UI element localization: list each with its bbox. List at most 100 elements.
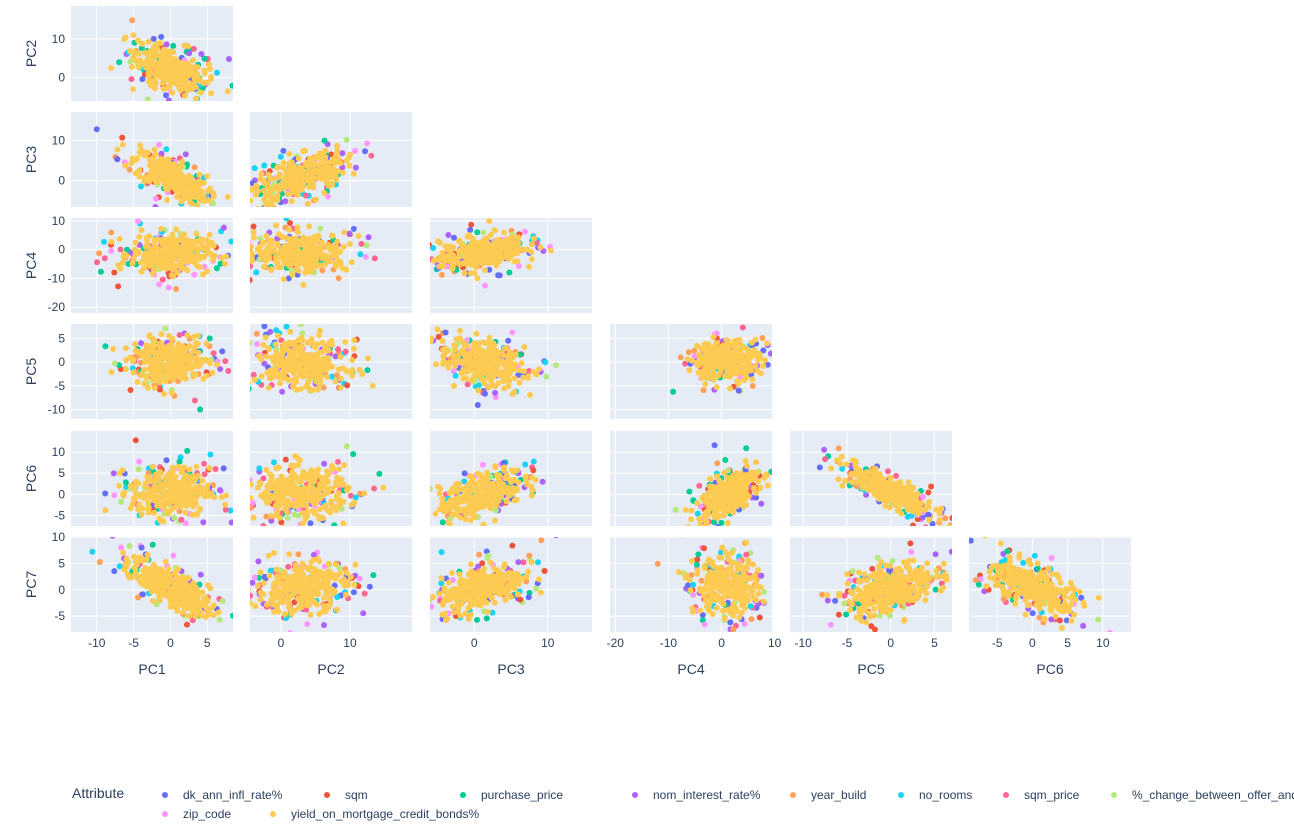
data-point (132, 437, 139, 444)
data-point (209, 369, 216, 376)
data-point (717, 369, 724, 376)
data-point (198, 51, 205, 57)
data-point (500, 465, 507, 472)
data-point (186, 50, 193, 57)
data-point (206, 231, 213, 238)
data-point (530, 368, 537, 375)
data-point (130, 32, 137, 39)
data-point (228, 238, 233, 245)
data-point (102, 490, 109, 497)
data-point (156, 59, 163, 65)
data-point (336, 466, 342, 473)
y-tick-label: 0 (58, 71, 65, 85)
data-point (174, 193, 180, 200)
data-point (526, 263, 533, 270)
data-point (269, 354, 275, 361)
data-point (268, 237, 275, 244)
data-point (253, 330, 260, 337)
data-point (224, 193, 231, 200)
data-point (491, 480, 497, 487)
data-point (338, 317, 344, 323)
data-point (464, 484, 471, 491)
data-point (321, 137, 328, 144)
data-point (119, 467, 126, 474)
data-point (416, 337, 422, 343)
data-point (441, 508, 447, 515)
data-point (350, 170, 357, 177)
data-point (464, 233, 471, 240)
data-point (180, 240, 187, 247)
data-point (502, 238, 509, 245)
data-point (691, 347, 698, 354)
data-point (135, 493, 142, 499)
data-point (317, 172, 323, 179)
data-point (201, 254, 208, 261)
data-point (175, 365, 182, 372)
data-point (287, 328, 294, 335)
data-point (190, 373, 197, 380)
data-point (169, 231, 176, 238)
data-point (474, 229, 481, 236)
data-point (211, 494, 218, 501)
data-point (531, 235, 537, 242)
data-point (748, 339, 755, 346)
data-point (275, 231, 282, 238)
data-point (235, 202, 241, 208)
data-point (329, 363, 335, 370)
data-point (332, 172, 339, 179)
data-point (330, 465, 337, 472)
data-point (130, 86, 137, 93)
data-point (306, 385, 312, 392)
data-point (156, 141, 162, 148)
data-point (430, 354, 431, 357)
data-point (237, 454, 243, 460)
data-point (503, 498, 510, 505)
data-point (283, 256, 290, 263)
data-point (108, 247, 115, 254)
data-point (282, 375, 288, 382)
data-point (116, 59, 123, 66)
data-point (158, 261, 165, 268)
data-point (467, 517, 474, 524)
data-point (268, 512, 275, 519)
y-tick-label: 10 (52, 133, 66, 147)
data-point (319, 252, 326, 259)
data-point (351, 337, 358, 344)
data-point (208, 73, 215, 80)
data-point (223, 492, 230, 499)
data-point (321, 460, 328, 467)
data-point (201, 55, 208, 62)
data-point (338, 476, 345, 483)
data-point (286, 150, 293, 157)
data-point (439, 496, 445, 503)
data-point (252, 191, 259, 198)
data-point (455, 248, 462, 255)
data-point (306, 223, 313, 230)
data-point (273, 222, 279, 229)
data-point (341, 462, 348, 469)
data-point (510, 234, 516, 241)
data-point (265, 498, 272, 505)
data-point (251, 165, 258, 172)
data-point (299, 237, 306, 244)
data-point (250, 514, 257, 521)
data-point (204, 245, 211, 252)
data-point (306, 174, 313, 181)
data-point (421, 501, 427, 507)
data-point (192, 340, 199, 346)
data-point (492, 227, 498, 234)
data-point (461, 470, 468, 477)
data-point (250, 277, 253, 283)
data-point (294, 259, 301, 266)
data-point (706, 374, 713, 380)
data-point (453, 481, 460, 488)
panel-PC2-PC5 (250, 317, 412, 419)
data-point (194, 202, 201, 207)
data-point (177, 262, 184, 269)
data-point (168, 341, 174, 348)
data-point (334, 372, 340, 379)
data-point (118, 498, 125, 505)
data-point (263, 513, 270, 520)
panel-PC1-PC2 (71, 6, 233, 101)
data-point (212, 466, 219, 472)
